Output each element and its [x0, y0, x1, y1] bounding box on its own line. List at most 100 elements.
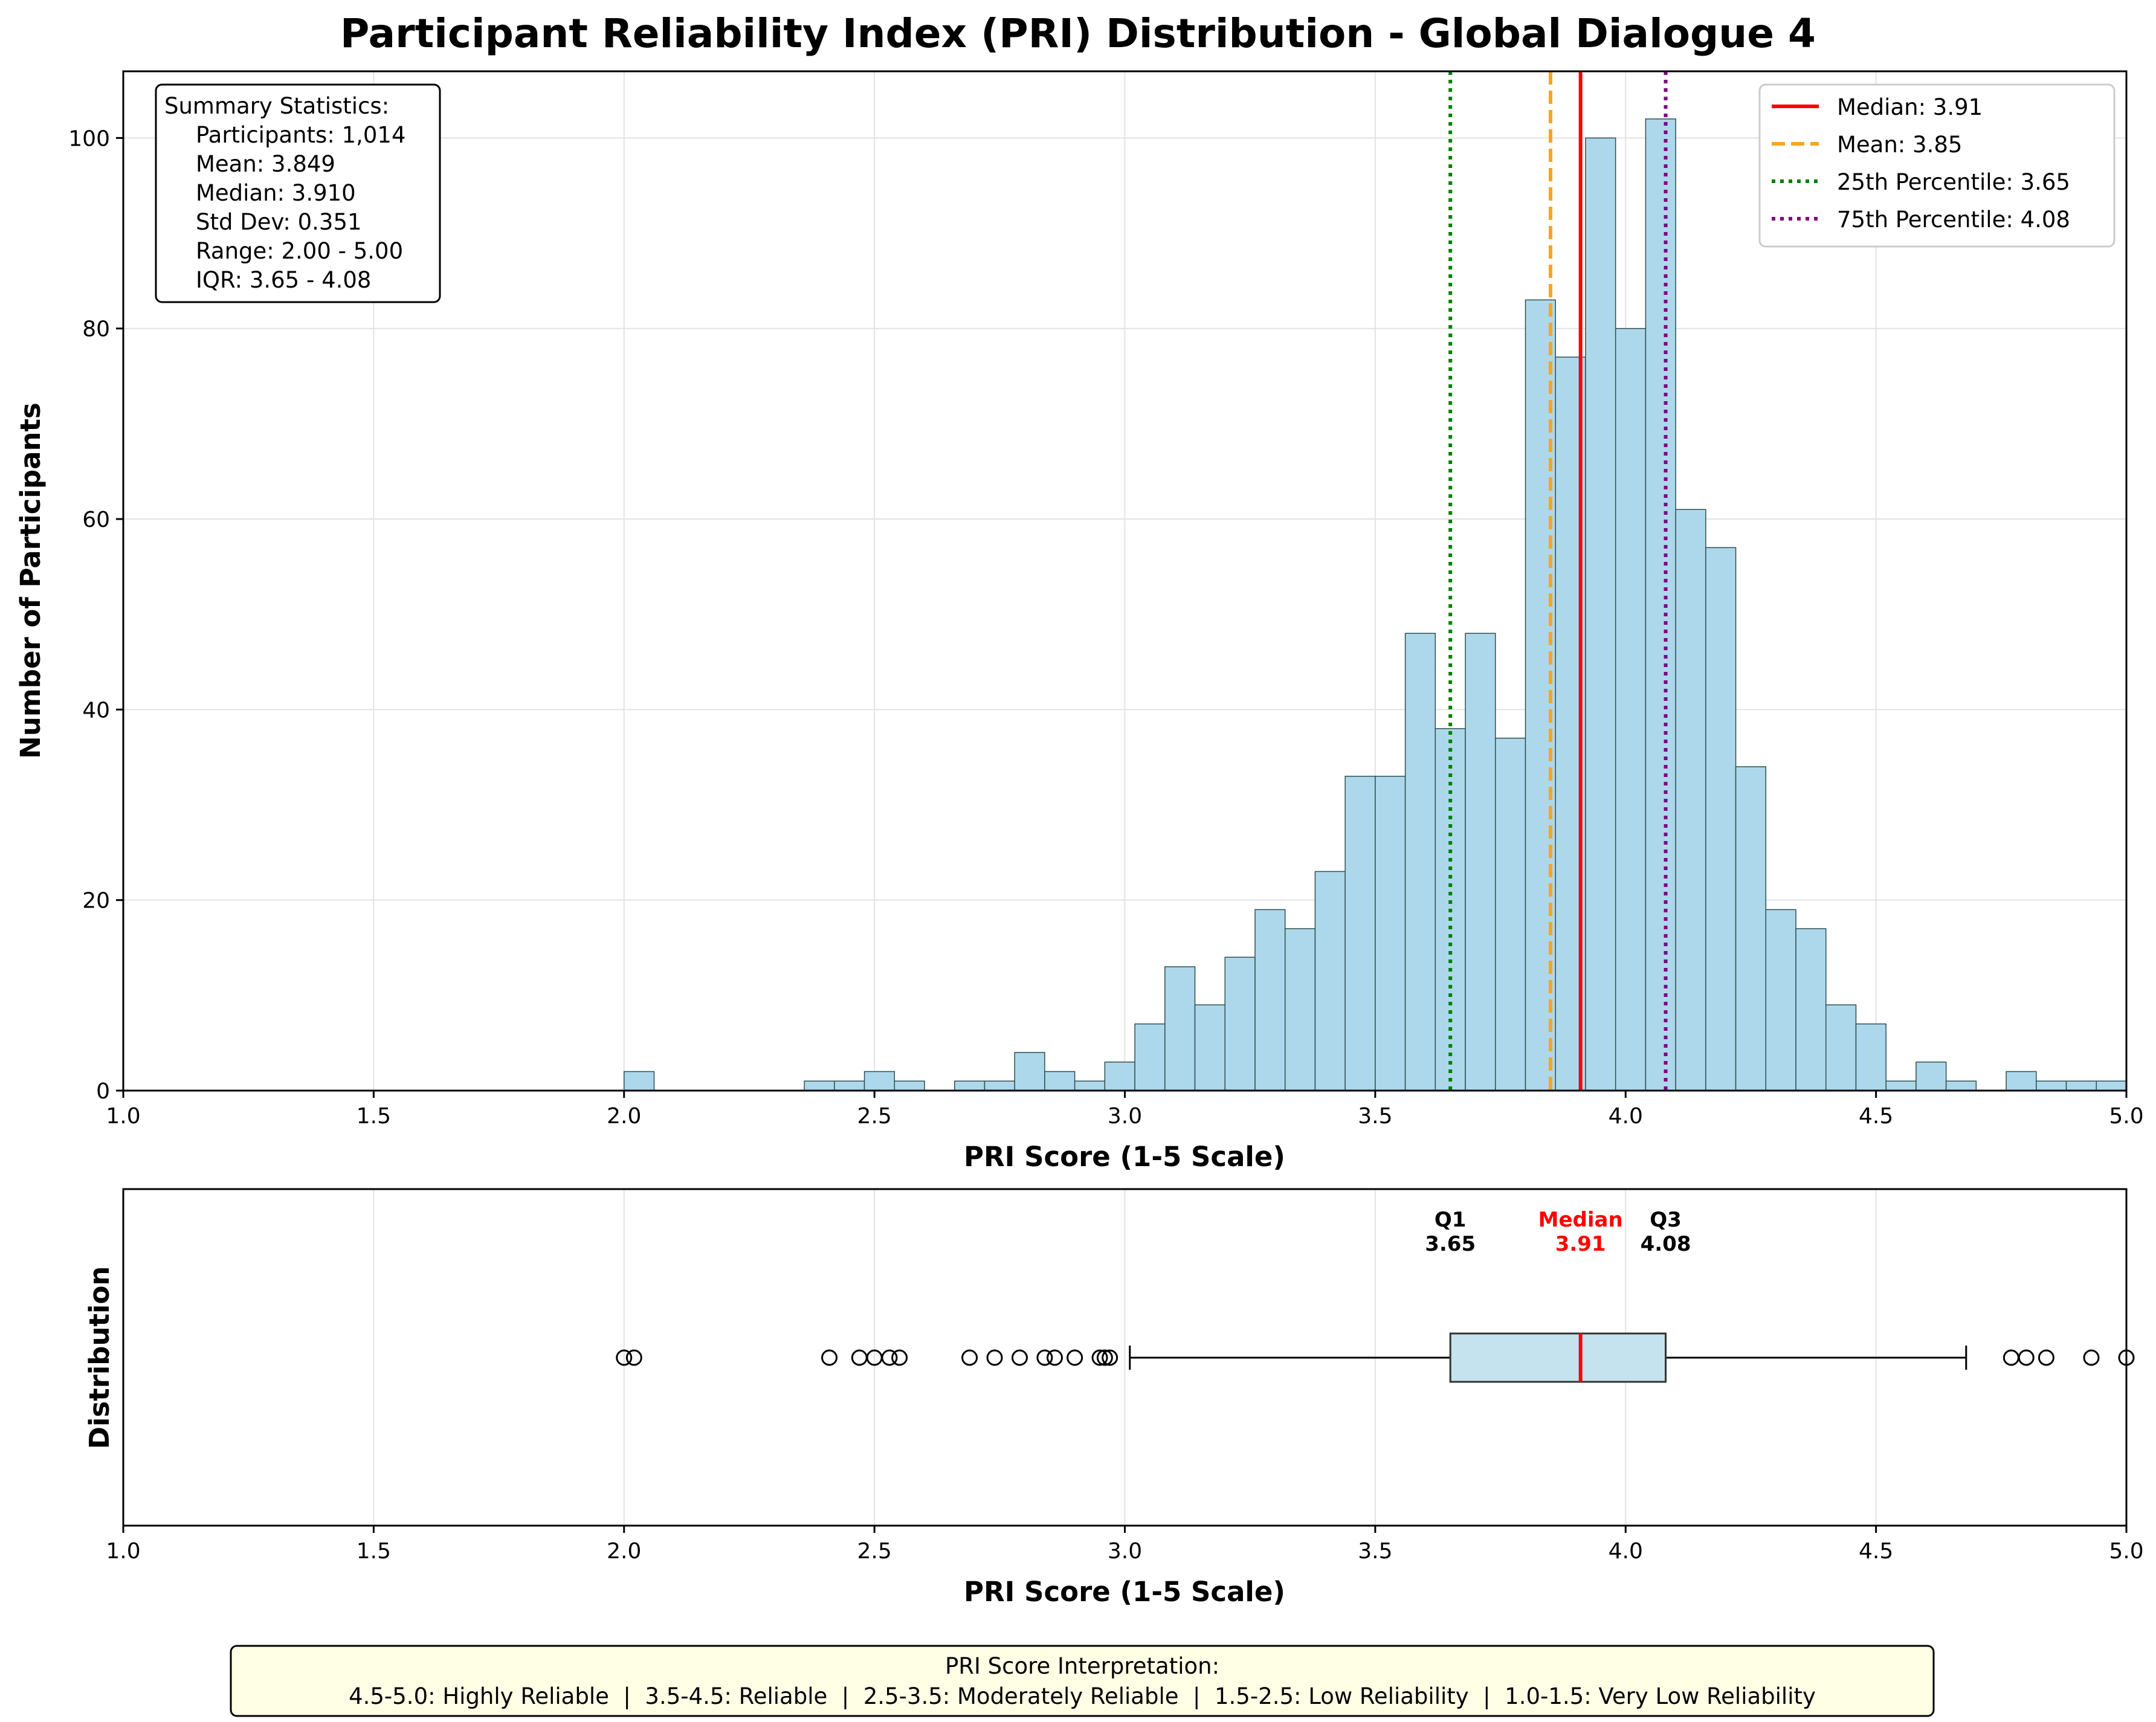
histogram-bar: [1465, 633, 1496, 1091]
histogram-bar: [1134, 1023, 1166, 1091]
outlier-point: [1067, 1349, 1083, 1366]
boxplot-x-label: PRI Score (1-5 Scale): [964, 1576, 1285, 1608]
summary-line: Std Dev: 0.351: [196, 209, 362, 235]
histogram-bar: [2006, 1071, 2037, 1091]
histogram-bar: [1675, 509, 1706, 1091]
x-tick-label: 3.5: [1358, 1104, 1392, 1129]
x-tick-label: 5.0: [2109, 1539, 2143, 1564]
histogram-bar: [1224, 956, 1256, 1091]
histogram-x-ticks: 1.0 1.5 2.0 2.5 3.0 3.5 4.0 4.5 5.0: [106, 1091, 2144, 1129]
histogram-bar: [1705, 547, 1737, 1091]
histogram-bar: [1014, 1052, 1045, 1091]
median-value: 3.91: [1555, 1232, 1606, 1256]
outlier-point: [1096, 1349, 1113, 1366]
q1-label: Q1: [1435, 1208, 1467, 1232]
outlier-point: [881, 1349, 898, 1366]
summary-box-frame: [155, 83, 441, 303]
outlier-point: [1091, 1349, 1108, 1366]
x-tick-label: 1.5: [357, 1539, 391, 1564]
histogram-bars: [624, 118, 2127, 1091]
outlier-point: [1046, 1349, 1063, 1366]
summary-line: IQR: 3.65 - 4.08: [196, 267, 371, 293]
outlier-point: [1036, 1349, 1053, 1366]
histogram-bar: [624, 1071, 655, 1091]
histogram-bar: [1795, 928, 1827, 1091]
y-tick-label: 60: [82, 508, 110, 532]
interpretation-box: PRI Score Interpretation: 4.5-5.0: Highl…: [230, 1645, 1935, 1717]
histogram-x-label: PRI Score (1-5 Scale): [964, 1141, 1285, 1173]
x-tick-label: 2.0: [607, 1104, 641, 1129]
histogram-bar: [954, 1080, 986, 1091]
summary-title: Summary Statistics:: [164, 93, 389, 119]
histogram-bar: [1495, 737, 1526, 1091]
histogram-bar: [1825, 1004, 1857, 1091]
iqr-box: [1449, 1332, 1667, 1383]
y-tick-label: 0: [96, 1079, 110, 1104]
summary-line: Mean: 3.849: [196, 151, 335, 177]
q1-value: 3.65: [1425, 1232, 1476, 1256]
outlier-point: [961, 1349, 978, 1366]
boxplot-marks: [616, 1332, 2135, 1383]
interpretation-text: 4.5-5.0: Highly Reliable | 3.5-4.5: Reli…: [349, 1683, 1816, 1709]
outlier-point: [851, 1349, 868, 1366]
summary-box: Summary Statistics: Participants: 1,014 …: [155, 83, 441, 303]
histogram-bar: [1194, 1004, 1226, 1091]
histogram-bar: [1044, 1071, 1076, 1091]
histogram-bar: [1885, 1080, 1917, 1091]
legend-entry: 25th Percentile: 3.65: [1837, 169, 2070, 195]
histogram-bar: [804, 1080, 835, 1091]
histogram-panel: 1.0 1.5 2.0 2.5 3.0 3.5 4.0 4.5 5.0 0 20 40 60 80 100…: [15, 70, 2144, 1173]
x-tick-label: 4.0: [1609, 1539, 1643, 1564]
outlier-point: [986, 1349, 1003, 1366]
histogram-y-label: Number of Participants: [15, 402, 47, 759]
boxplot-panel: 1.0 1.5 2.0 2.5 3.0 3.5 4.0 4.5 5.0 PRI Score (1…: [83, 1188, 2144, 1608]
x-tick-label: 4.0: [1609, 1104, 1643, 1129]
x-tick-label: 1.5: [357, 1104, 391, 1129]
x-tick-label: 2.0: [607, 1539, 641, 1564]
outlier-point: [2003, 1349, 2019, 1366]
histogram-bar: [863, 1071, 896, 1091]
boxplot-y-label: Distribution: [83, 1266, 115, 1450]
x-tick-label: 1.0: [106, 1104, 140, 1129]
x-tick-label: 1.0: [106, 1539, 140, 1564]
y-tick-label: 80: [82, 317, 110, 342]
histogram-bar: [1855, 1023, 1886, 1091]
outlier-point: [2083, 1349, 2100, 1366]
histogram-bar: [1585, 137, 1616, 1091]
histogram-bar: [1314, 871, 1346, 1091]
histogram-bar: [894, 1080, 925, 1091]
quartile-annotations: Q1 3.65 Median 3.91 Q3 4.08: [1425, 1208, 1691, 1256]
x-tick-label: 2.5: [857, 1539, 891, 1564]
histogram-bar: [834, 1080, 865, 1091]
histogram-bar: [1404, 633, 1436, 1091]
histogram-bar: [2036, 1080, 2067, 1091]
x-tick-label: 2.5: [857, 1104, 891, 1129]
x-tick-label: 4.5: [1859, 1104, 1893, 1129]
interpretation-frame: [230, 1645, 1935, 1717]
outlier-point: [821, 1349, 838, 1366]
outlier-point: [2038, 1349, 2054, 1366]
histogram-bar: [1284, 928, 1316, 1091]
outlier-point: [616, 1349, 633, 1366]
x-tick-label: 3.0: [1108, 1104, 1142, 1129]
histogram-bar: [2096, 1080, 2127, 1091]
outlier-point: [625, 1349, 642, 1366]
histogram-bar: [1916, 1061, 1947, 1091]
y-tick-label: 100: [68, 126, 110, 151]
histogram-bar: [984, 1080, 1015, 1091]
y-tick-label: 40: [82, 698, 110, 723]
legend-frame: [1758, 83, 2116, 248]
legend-entry: 75th Percentile: 4.08: [1837, 207, 2070, 233]
summary-line: Participants: 1,014: [196, 122, 406, 148]
reference-lines: [1448, 71, 1668, 1091]
histogram-y-ticks: 0 20 40 60 80 100: [68, 126, 123, 1104]
histogram-bar: [2065, 1080, 2097, 1091]
histogram-bar: [1945, 1080, 1977, 1091]
histogram-bar: [1375, 775, 1406, 1091]
outlier-point: [1102, 1349, 1118, 1366]
q3-label: Q3: [1650, 1208, 1682, 1232]
histogram-bar: [1104, 1061, 1135, 1091]
median-label: Median: [1538, 1208, 1623, 1232]
histogram-bar: [1735, 766, 1767, 1091]
